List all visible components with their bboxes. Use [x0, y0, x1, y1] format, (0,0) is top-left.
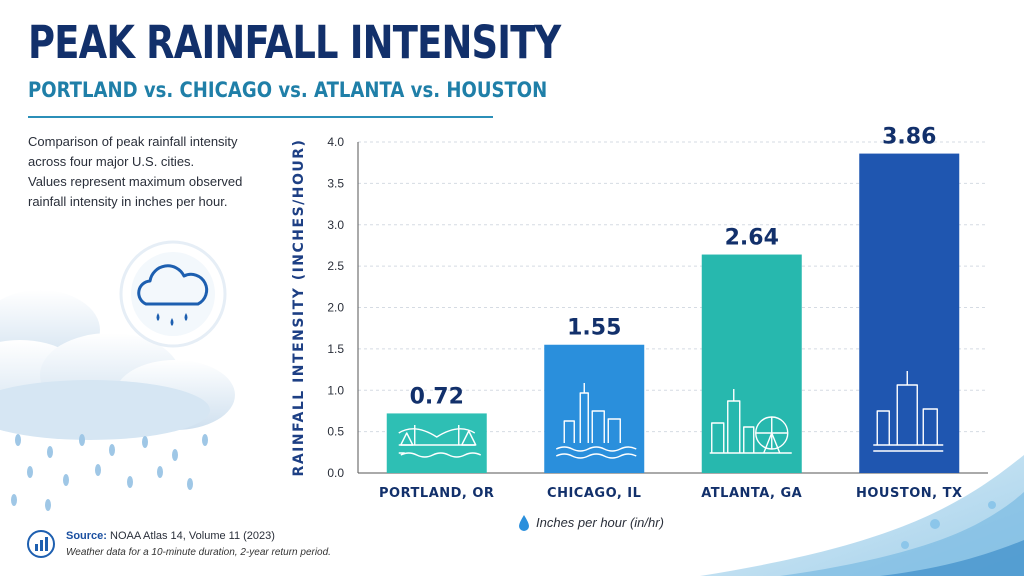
cloud-rain-icon: [119, 240, 227, 348]
source-line: Source: NOAA Atlas 14, Volume 11 (2023): [66, 530, 275, 542]
chicago-skyline-icon: [555, 383, 637, 459]
description-line: Comparison of peak rainfall intensity: [28, 134, 238, 149]
legend-label: Inches per hour (in/hr): [536, 515, 664, 530]
description-line: across four major U.S. cities.: [28, 154, 195, 169]
legend: Inches per hour (in/hr): [519, 515, 664, 531]
x-tick-label: HOUSTON, TX: [856, 486, 963, 501]
y-tick-label: 3.5: [327, 176, 344, 190]
x-tick-label: ATLANTA, GA: [701, 486, 802, 501]
houston-skyline-icon: [873, 371, 944, 452]
page-subtitle: PORTLAND vs. CHICAGO vs. ATLANTA vs. HOU…: [28, 78, 548, 102]
source-text: NOAA Atlas 14, Volume 11 (2023): [110, 530, 275, 542]
x-tick-label: CHICAGO, IL: [547, 486, 641, 501]
bar-value-label: 3.86: [882, 125, 936, 150]
source-label: Source:: [66, 530, 107, 542]
description-line: rainfall intensity in inches per hour.: [28, 194, 228, 209]
raindrop-icon: [519, 515, 529, 531]
y-tick-label: 3.0: [327, 218, 344, 232]
y-axis-title: RAINFALL INTENSITY (INCHES/HOUR): [291, 139, 307, 477]
y-tick-label: 2.0: [327, 301, 344, 315]
y-tick-label: 1.0: [327, 383, 344, 397]
y-tick-label: 0.0: [327, 466, 344, 480]
atlanta-skyline-icon: [709, 389, 792, 454]
water-waves: [700, 455, 1024, 576]
storm-clouds: [0, 290, 235, 440]
bar-value-label: 2.64: [725, 226, 779, 251]
rain-drops: [11, 434, 208, 511]
x-tick-label: PORTLAND, OR: [379, 486, 494, 501]
y-tick-label: 4.0: [327, 135, 344, 149]
bar-value-label: 1.55: [567, 316, 621, 341]
bar-atlanta: [701, 254, 802, 473]
bar-portland: [386, 413, 487, 473]
title-divider: [28, 116, 493, 118]
y-tick-label: 2.5: [327, 259, 344, 273]
bridge-skyline-icon: [398, 425, 482, 458]
y-tick-label: 0.5: [327, 425, 344, 439]
bar-value-label: 0.72: [410, 384, 464, 409]
description-line: Values represent maximum observed: [28, 174, 243, 189]
source-note: Weather data for a 10-minute duration, 2…: [66, 547, 331, 558]
bar-chart-icon: [27, 530, 55, 558]
description: Comparison of peak rainfall intensity ac…: [28, 132, 278, 212]
bar-houston: [859, 153, 960, 473]
page-title: PEAK RAINFALL INTENSITY: [28, 16, 561, 69]
bar-chicago: [544, 344, 645, 473]
y-tick-label: 1.5: [327, 342, 344, 356]
